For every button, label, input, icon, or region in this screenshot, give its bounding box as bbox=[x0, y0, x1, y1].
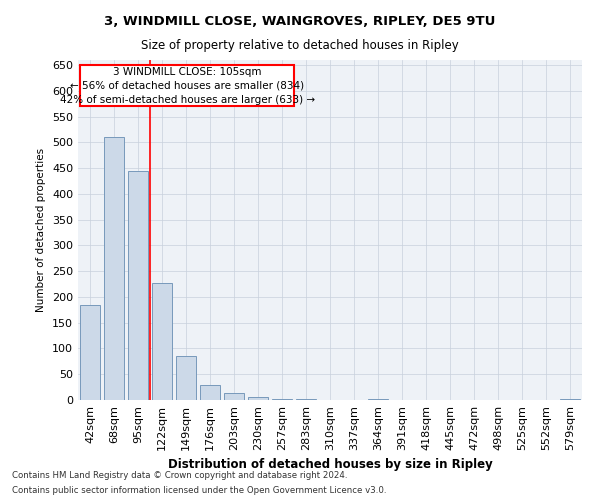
Bar bbox=[152, 282, 172, 400]
X-axis label: Distribution of detached houses by size in Ripley: Distribution of detached houses by size … bbox=[167, 458, 493, 471]
Text: Size of property relative to detached houses in Ripley: Size of property relative to detached ho… bbox=[141, 38, 459, 52]
Bar bbox=[248, 398, 268, 400]
Bar bbox=[272, 399, 292, 400]
Bar bbox=[200, 384, 220, 400]
Bar bbox=[560, 399, 580, 400]
Text: 3, WINDMILL CLOSE, WAINGROVES, RIPLEY, DE5 9TU: 3, WINDMILL CLOSE, WAINGROVES, RIPLEY, D… bbox=[104, 15, 496, 28]
Text: Contains HM Land Registry data © Crown copyright and database right 2024.: Contains HM Land Registry data © Crown c… bbox=[12, 471, 347, 480]
FancyBboxPatch shape bbox=[80, 65, 294, 106]
Text: Contains public sector information licensed under the Open Government Licence v3: Contains public sector information licen… bbox=[12, 486, 386, 495]
Text: 3 WINDMILL CLOSE: 105sqm
← 56% of detached houses are smaller (834)
42% of semi-: 3 WINDMILL CLOSE: 105sqm ← 56% of detach… bbox=[59, 67, 315, 105]
Bar bbox=[224, 394, 244, 400]
Bar bbox=[104, 138, 124, 400]
Bar bbox=[368, 399, 388, 400]
Bar bbox=[80, 304, 100, 400]
Y-axis label: Number of detached properties: Number of detached properties bbox=[37, 148, 46, 312]
Bar bbox=[176, 356, 196, 400]
Bar bbox=[296, 399, 316, 400]
Bar bbox=[128, 171, 148, 400]
